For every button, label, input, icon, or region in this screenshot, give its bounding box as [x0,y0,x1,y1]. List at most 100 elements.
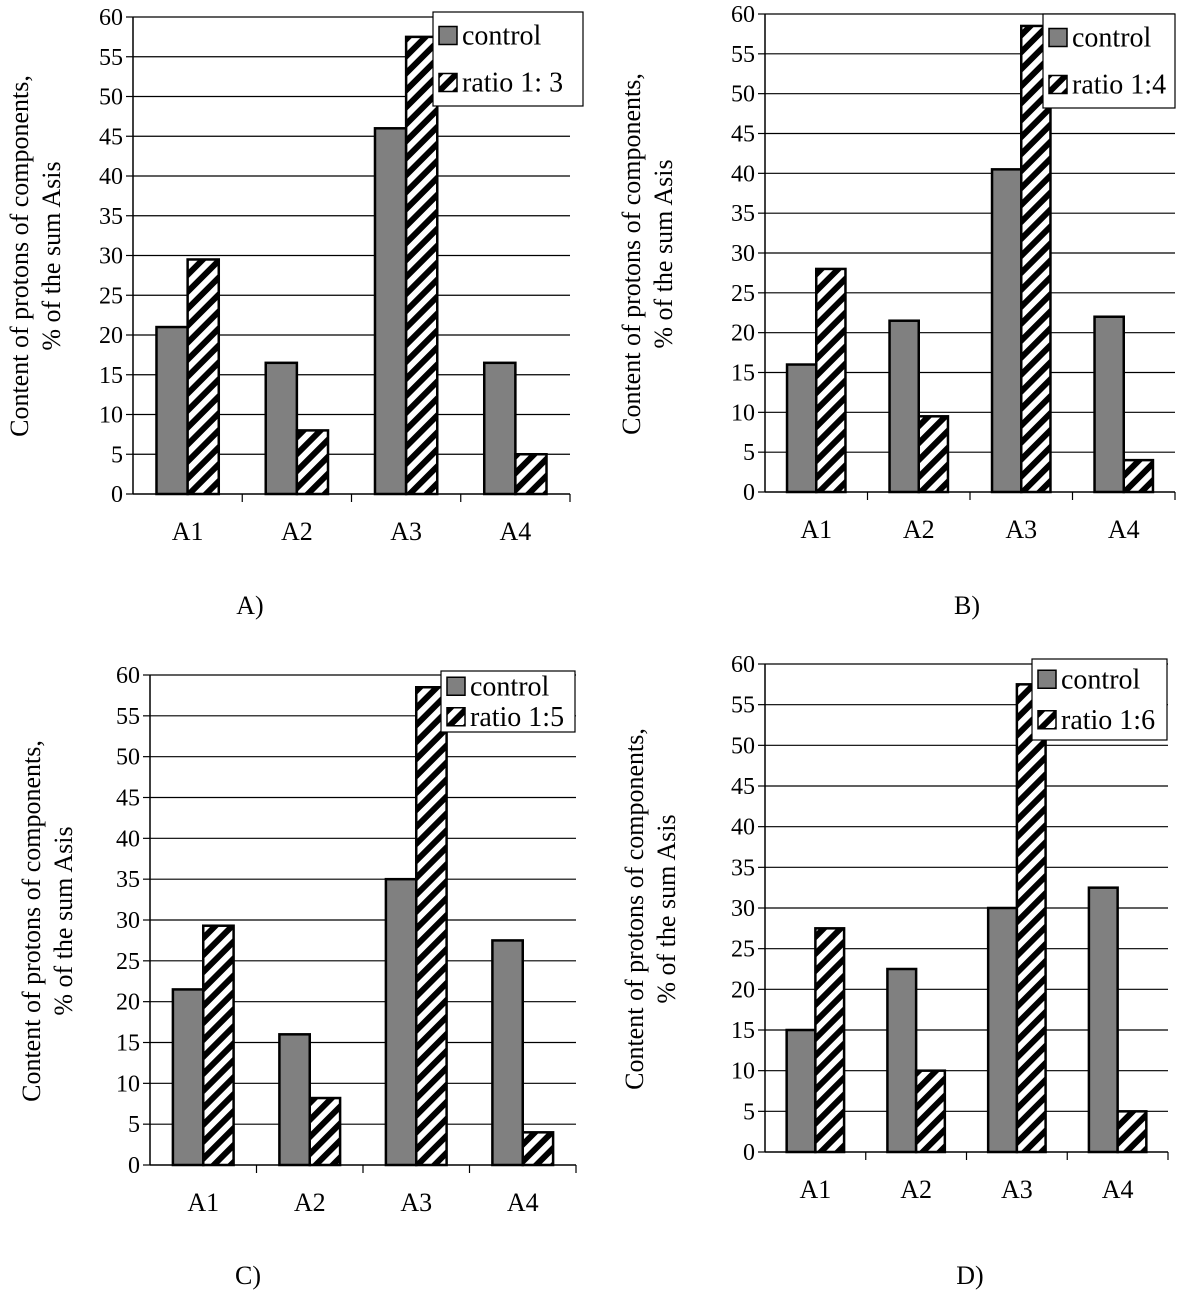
bar-ratio-a1 [202,924,235,1167]
y-tick-label: 50 [731,82,755,108]
bar-ratio-a1 [814,927,846,1154]
bar-control-a1 [155,325,189,496]
bar-ratio-a1 [815,267,847,494]
bar-ratio-a2 [917,415,950,494]
bar-ratio-a2 [295,429,330,496]
y-tick-label: 15 [99,363,123,389]
x-tick-label: A4 [1102,1175,1134,1204]
y-tick-label: 40 [99,164,123,190]
y-tick-label: 55 [731,693,755,719]
legend-label-ratio: ratio 1:5 [470,702,564,733]
bar-control-a1 [785,1028,817,1154]
y-tick-label: 5 [128,1112,140,1138]
y-axis-title: Content of protons of components,% of th… [620,728,681,1090]
x-tick-label: A3 [1001,1175,1033,1204]
y-tick-label: 0 [128,1153,140,1179]
x-tick-label: A4 [507,1188,539,1217]
y-tick-label: 5 [743,440,755,466]
y-tick-label: 0 [111,482,123,508]
y-tick-label: 20 [731,977,755,1003]
y-tick-label: 35 [731,855,755,881]
x-tick-label: A1 [187,1188,219,1217]
y-tick-label: 40 [116,826,140,852]
y-tick-label: 30 [99,244,123,270]
x-tick-label: A3 [400,1188,432,1217]
x-tick-label: A3 [1005,515,1037,544]
chart-panel-c: 0 5 10 15 20 25 30 35 40 45 50 55 60 A1 A2 A3 A4 Content … [17,663,577,1290]
x-tick-label: A4 [1108,515,1140,544]
panel-label: B) [954,591,980,620]
bar-control-a2 [886,967,918,1154]
y-tick-label: 0 [743,1140,755,1166]
y-tick-label: 10 [731,1059,755,1085]
y-tick-label: 10 [99,403,123,429]
y-tick-label: 20 [116,990,140,1016]
bar-ratio-a4 [514,453,548,496]
legend-swatch-control [1048,27,1068,48]
y-tick-label: 5 [111,442,123,468]
panel-label: D) [956,1261,983,1290]
bar-control-a2 [888,319,920,494]
bar-control-a2 [278,1033,311,1167]
y-tick-label: 25 [731,937,755,963]
y-tick-label: 0 [743,480,755,506]
y-tick-label: 20 [731,321,755,347]
legend-label-ratio: ratio 1:4 [1072,70,1166,101]
y-tick-label: 35 [99,204,123,230]
x-tick-label: A2 [900,1175,932,1204]
x-tick-label: A2 [294,1188,326,1217]
legend-box [432,11,584,107]
y-tick-label: 55 [99,45,123,71]
y-tick-label: 40 [731,815,755,841]
panel-label: A) [236,591,263,620]
bar-ratio-a4 [521,1131,555,1167]
y-tick-label: 30 [731,241,755,267]
chart-panel-d: 0 5 10 15 20 25 30 35 40 45 50 55 60 A1 A2 A3 A4 Content … [620,652,1169,1290]
y-tick-label: 60 [731,2,755,28]
y-tick-label: 45 [731,122,755,148]
bar-control-a3 [990,168,1023,494]
y-axis-title: Content of protons of components,% of th… [17,740,78,1102]
bar-ratio-a2 [308,1096,342,1167]
legend: control ratio 1:6 [1031,658,1168,741]
y-tick-label: 5 [743,1099,755,1125]
bar-control-a3 [384,877,418,1167]
y-tick-label: 20 [99,323,123,349]
bar-control-a1 [785,363,818,494]
y-tick-label: 60 [99,5,123,31]
y-tick-label: 50 [731,733,755,759]
y-tick-label: 25 [99,283,123,309]
y-tick-label: 35 [116,867,140,893]
bar-control-a4 [491,939,524,1167]
chart-panel-b: 0 5 10 15 20 25 30 35 40 45 50 55 60 A1 A2 A3 A4 Content … [617,2,1176,620]
x-tick-label: A2 [281,517,313,546]
y-tick-label: 50 [99,85,123,111]
y-tick-label: 45 [116,786,140,812]
y-tick-label: 45 [99,124,123,150]
x-tick-label: A1 [800,515,832,544]
y-tick-label: 30 [731,896,755,922]
bar-control-a3 [986,906,1019,1154]
x-tick-label: A1 [799,1175,831,1204]
legend-swatch-ratio [438,72,458,93]
legend: control ratio 1:4 [1042,13,1176,109]
legend-label-control: control [470,671,550,702]
y-tick-label: 15 [116,1031,140,1057]
y-tick-label: 50 [116,745,140,771]
bar-ratio-a4 [1122,458,1155,494]
legend-label-control: control [462,21,542,52]
y-tick-label: 25 [116,949,140,975]
bar-ratio-a3 [404,35,439,496]
legend-swatch-ratio [446,707,466,727]
bar-ratio-a2 [914,1069,947,1154]
y-tick-label: 55 [116,704,140,730]
legend-label-ratio: ratio 1: 3 [462,68,563,99]
y-tick-label: 60 [731,652,755,678]
x-tick-label: A3 [390,517,422,546]
y-tick-label: 15 [731,361,755,387]
panel-label: C) [235,1261,261,1290]
y-tick-label: 55 [731,42,755,68]
legend-swatch-ratio [1037,710,1057,730]
y-tick-label: 30 [116,908,140,934]
